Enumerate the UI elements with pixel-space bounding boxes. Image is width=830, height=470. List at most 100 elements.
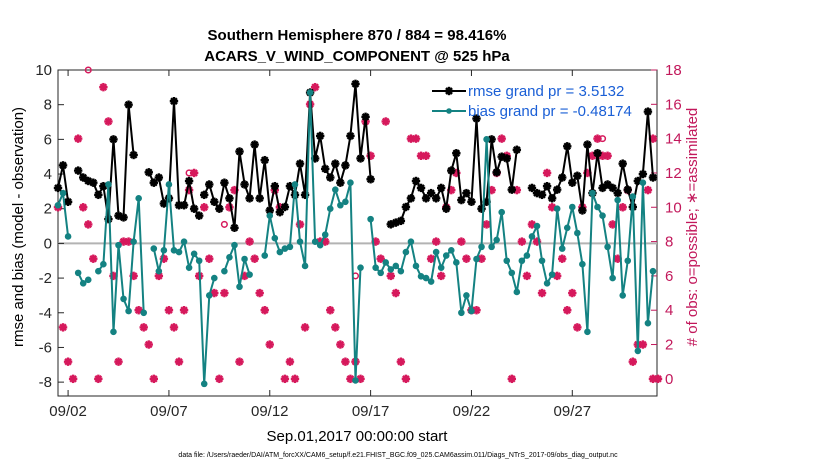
obs-assimilated-marker	[619, 203, 627, 211]
bias-point	[388, 267, 394, 273]
y-right-tick-label: 14	[665, 131, 682, 148]
rmse-point	[225, 194, 233, 202]
y-right-tick-label: 8	[665, 234, 673, 251]
rmse-point	[129, 151, 137, 159]
obs-assimilated-marker	[397, 357, 405, 365]
obs-assimilated-marker	[402, 375, 410, 383]
obs-assimilated-marker	[205, 255, 213, 263]
bias-point	[358, 265, 364, 271]
y-left-tick-label: -6	[39, 339, 52, 356]
rmse-point	[467, 198, 475, 206]
obs-assimilated-marker	[114, 357, 122, 365]
rmse-point	[210, 198, 218, 206]
bias-point	[131, 239, 137, 245]
obs-assimilated-marker	[341, 357, 349, 365]
obs-assimilated-marker	[281, 375, 289, 383]
bias-point	[479, 244, 485, 250]
bias-point	[101, 261, 107, 267]
rmse-point	[407, 194, 415, 202]
bias-point	[106, 182, 112, 188]
rmse-point	[119, 213, 127, 221]
rmse-point	[59, 161, 67, 169]
rmse-point	[296, 159, 304, 167]
rmse-point	[503, 154, 511, 162]
obs-assimilated-marker	[432, 237, 440, 245]
rmse-point	[639, 170, 647, 178]
y-left-tick-label: 4	[44, 166, 52, 183]
bias-point	[181, 239, 187, 245]
bias-point	[514, 289, 520, 295]
obs-assimilated-marker	[331, 323, 339, 331]
rmse-point	[624, 185, 632, 193]
bias-point	[554, 206, 560, 212]
rmse-point	[316, 132, 324, 140]
y-right-tick-label: 16	[665, 96, 682, 113]
bias-point	[262, 253, 268, 259]
rmse-point	[235, 147, 243, 155]
bias-point	[267, 213, 273, 219]
rmse-point	[170, 97, 178, 105]
bias-point	[297, 239, 303, 245]
obs-assimilated-marker	[543, 169, 551, 177]
bias-point	[191, 251, 197, 257]
bias-point	[575, 230, 581, 236]
rmse-point	[109, 135, 117, 143]
bias-point	[645, 320, 651, 326]
bias-point	[408, 239, 414, 245]
bias-point	[549, 272, 555, 278]
rmse-point	[185, 177, 193, 185]
y-axis-label-left: rmse and bias (model - observation)	[10, 107, 27, 347]
bias-point	[116, 242, 122, 248]
rmse-point	[568, 179, 576, 187]
obs-assimilated-marker	[99, 83, 107, 91]
rmse-point	[538, 191, 546, 199]
bias-point	[65, 234, 71, 240]
y-left-tick-label: -8	[39, 374, 52, 391]
rmse-point	[356, 154, 364, 162]
y-left-tick-label: 0	[44, 235, 52, 252]
bias-point	[227, 254, 233, 260]
obs-assimilated-marker	[462, 255, 470, 263]
bias-point	[469, 308, 475, 314]
obs-assimilated-marker	[250, 255, 258, 263]
bias-point	[438, 265, 444, 271]
rmse-point	[613, 189, 621, 197]
rmse-point	[255, 194, 263, 202]
bias-point	[232, 242, 238, 248]
rmse-point	[94, 191, 102, 199]
bias-point	[343, 199, 349, 205]
bias-point	[630, 194, 636, 200]
bias-point	[302, 263, 308, 269]
bias-point	[464, 293, 470, 299]
obs-assimilated-marker	[104, 117, 112, 125]
rmse-point	[513, 146, 521, 154]
obs-assimilated-marker	[563, 306, 571, 314]
rmse-point	[341, 161, 349, 169]
bias-point	[96, 268, 102, 274]
legend-swatch-marker	[445, 87, 453, 95]
rmse-point	[417, 184, 425, 192]
y-right-tick-label: 18	[665, 62, 682, 79]
y-right-tick-label: 12	[665, 165, 682, 182]
bias-point	[474, 256, 480, 262]
obs-assimilated-marker	[220, 289, 228, 297]
bias-point	[413, 263, 419, 269]
bias-point	[312, 239, 318, 245]
rmse-point	[508, 185, 516, 193]
rmse-point	[437, 184, 445, 192]
bias-point	[368, 216, 374, 222]
bias-point	[564, 225, 570, 231]
obs-assimilated-marker	[261, 306, 269, 314]
obs-assimilated-marker	[59, 323, 67, 331]
bias-point	[111, 329, 117, 335]
rmse-point	[321, 165, 329, 173]
y-right-tick-label: 6	[665, 268, 673, 285]
bias-point	[423, 275, 429, 281]
obs-assimilated-marker	[573, 323, 581, 331]
obs-assimilated-marker	[150, 375, 158, 383]
rmse-point	[402, 203, 410, 211]
bias-point	[201, 381, 207, 387]
rmse-point	[261, 156, 269, 164]
bias-point	[620, 293, 626, 299]
obs-assimilated-marker	[644, 186, 652, 194]
